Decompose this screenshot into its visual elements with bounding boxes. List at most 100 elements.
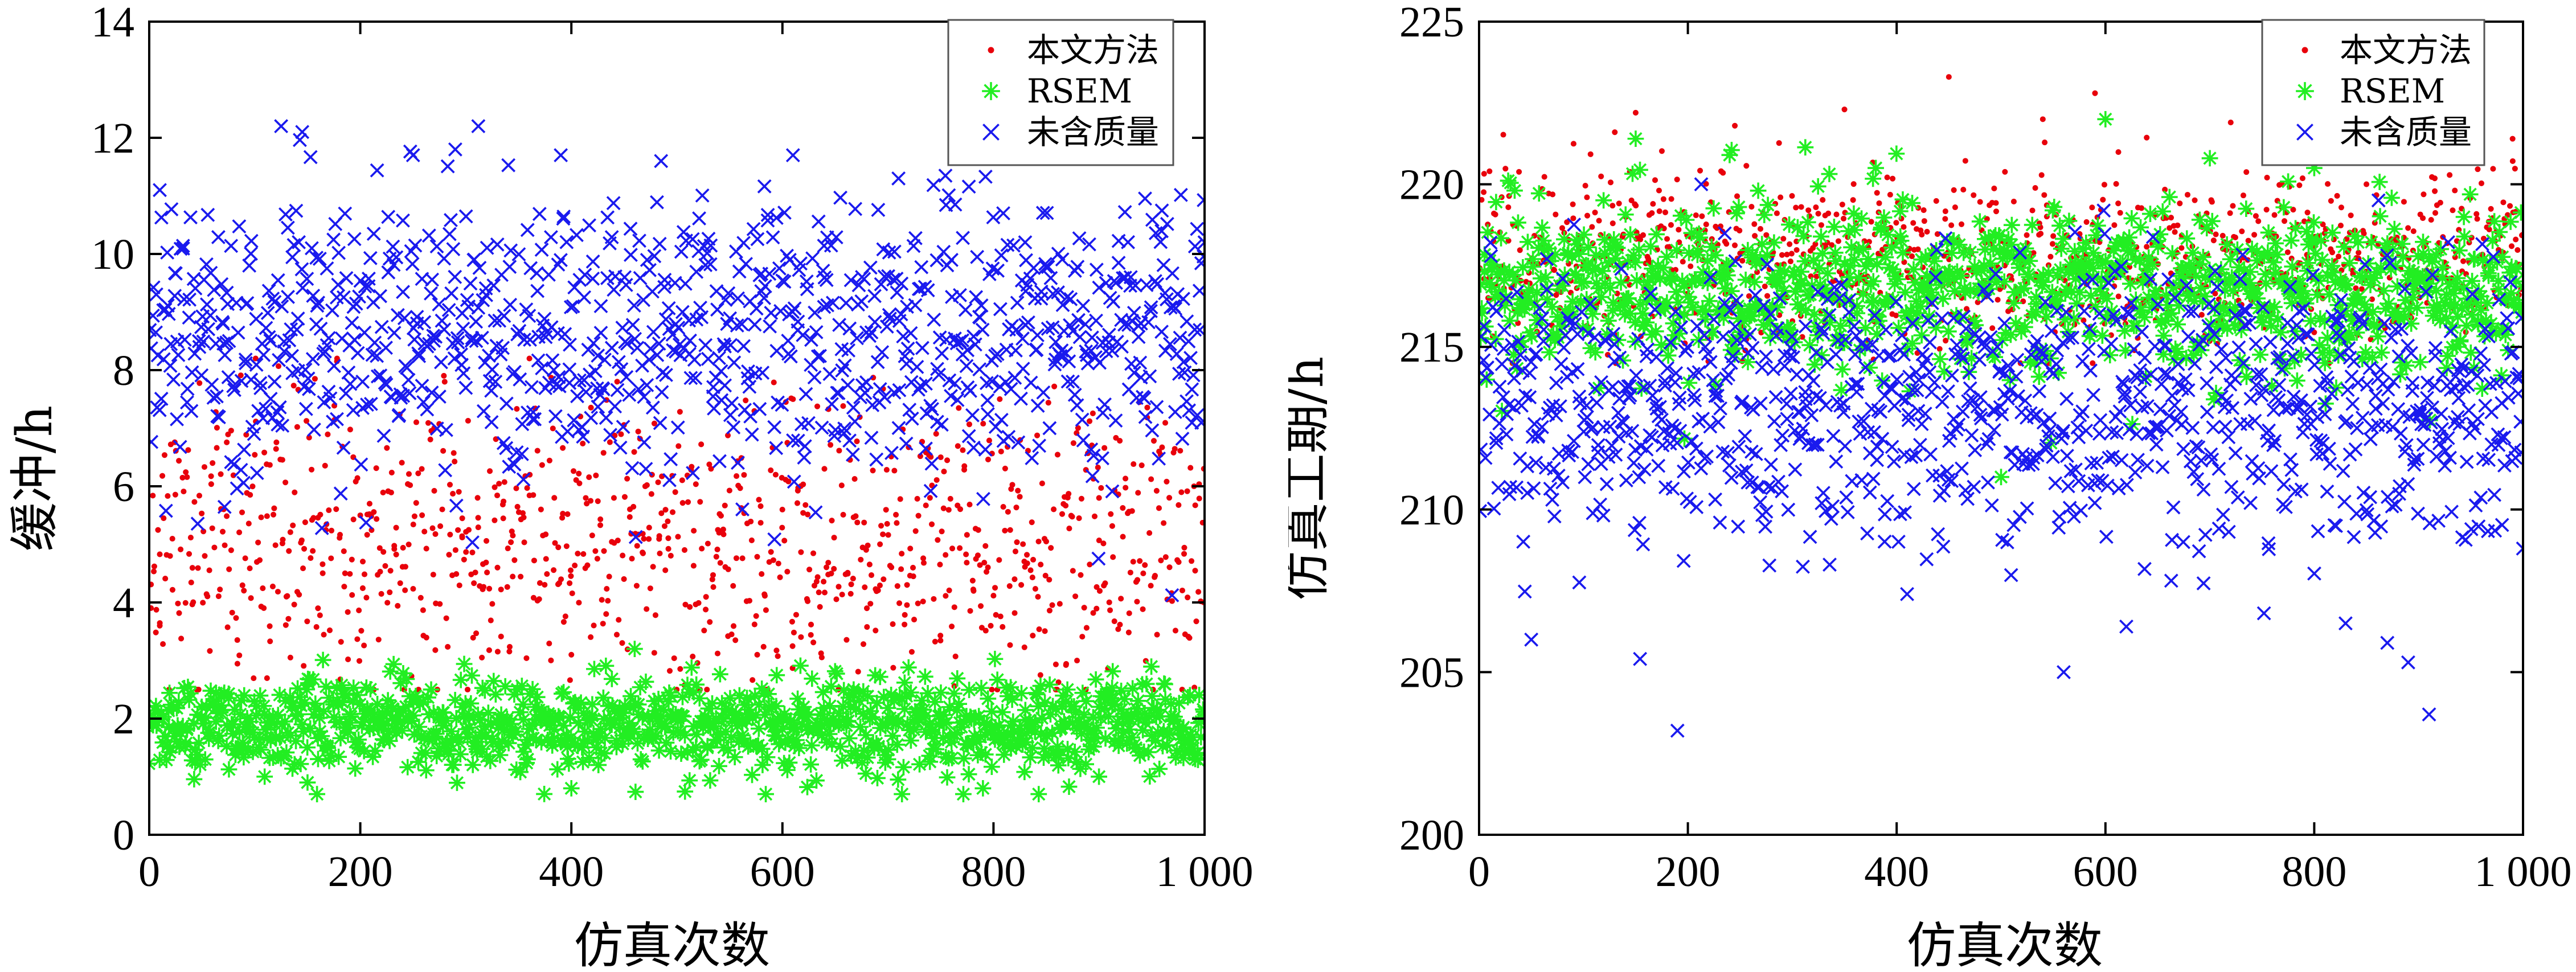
point-rsem — [687, 739, 705, 756]
point-rsem — [803, 737, 820, 754]
point-rsem — [2178, 230, 2196, 247]
point-rsem — [1917, 248, 1934, 265]
point-ours — [2410, 228, 2417, 235]
point-ours — [341, 548, 347, 555]
point-ours — [196, 380, 203, 386]
point-no-quality — [566, 299, 580, 314]
point-rsem — [1005, 713, 1022, 730]
point-no-quality — [1197, 235, 1205, 250]
point-ours — [883, 507, 889, 513]
point-ours — [2042, 140, 2048, 146]
point-no-quality — [317, 395, 331, 409]
point-rsem — [938, 714, 955, 731]
point-ours — [432, 647, 439, 653]
point-no-quality — [249, 358, 264, 372]
point-ours — [1024, 560, 1030, 567]
point-rsem — [187, 741, 203, 758]
point-no-quality — [449, 498, 464, 513]
point-no-quality — [381, 265, 396, 280]
point-rsem — [271, 729, 288, 746]
point-rsem — [2083, 323, 2100, 341]
point-rsem — [2160, 306, 2177, 323]
point-rsem — [1488, 194, 1505, 211]
point-no-quality — [279, 207, 293, 222]
point-rsem — [468, 733, 485, 750]
point-ours — [300, 565, 306, 572]
point-ours — [255, 539, 261, 546]
point-rsem — [1579, 321, 1596, 337]
point-rsem — [2284, 258, 2301, 275]
point-ours — [267, 623, 273, 629]
point-rsem — [1865, 170, 1882, 187]
point-ours — [665, 535, 671, 542]
point-ours — [1125, 629, 1132, 635]
point-rsem — [1627, 314, 1644, 331]
point-rsem — [1580, 239, 1597, 256]
point-ours — [2513, 236, 2519, 243]
point-rsem — [1493, 229, 1509, 247]
point-ours — [710, 572, 716, 578]
point-rsem — [799, 778, 816, 795]
point-ours — [939, 528, 945, 535]
point-no-quality — [535, 361, 550, 376]
point-no-quality — [160, 245, 175, 260]
point-rsem — [284, 760, 301, 777]
point-ours — [1942, 208, 1948, 215]
point-ours — [751, 621, 757, 628]
point-rsem — [527, 732, 544, 749]
point-no-quality — [864, 430, 879, 445]
point-ours — [349, 556, 355, 563]
point-ours — [568, 651, 575, 658]
point-ours — [606, 573, 612, 580]
point-rsem — [662, 687, 679, 704]
point-no-quality — [1041, 321, 1055, 336]
point-rsem — [1016, 764, 1033, 781]
point-ours — [793, 612, 799, 618]
point-ours — [716, 530, 722, 536]
point-no-quality — [842, 321, 857, 336]
point-ours — [441, 372, 447, 379]
point-rsem — [1998, 246, 2016, 263]
point-ours — [2219, 232, 2226, 239]
point-rsem — [1086, 729, 1103, 746]
legend-label-ours: 本文方法 — [1027, 31, 1159, 69]
point-rsem — [362, 704, 379, 721]
point-ours — [1699, 213, 1705, 219]
point-ours — [1042, 628, 1048, 634]
point-rsem — [2182, 260, 2200, 276]
point-no-quality — [919, 376, 933, 391]
point-no-quality — [484, 415, 499, 429]
point-ours — [1123, 475, 1129, 482]
point-ours — [286, 548, 292, 554]
point-rsem — [1655, 259, 1672, 276]
point-rsem — [1715, 309, 1732, 326]
point-ours — [2509, 136, 2516, 142]
point-ours — [2401, 199, 2407, 205]
point-ours — [1102, 580, 1108, 587]
point-rsem — [2268, 246, 2286, 263]
point-ours — [364, 532, 370, 538]
point-ours — [1048, 545, 1054, 551]
point-ours — [1764, 293, 1771, 299]
point-ours — [1910, 220, 1916, 226]
point-ours — [1958, 221, 1965, 227]
point-no-quality — [488, 313, 502, 328]
point-no-quality — [1133, 355, 1148, 370]
point-ours — [966, 502, 973, 508]
point-ours — [550, 425, 556, 432]
point-ours — [1868, 219, 1874, 225]
point-rsem — [449, 774, 465, 791]
point-ours — [599, 597, 605, 603]
point-ours — [1140, 606, 1146, 612]
point-rsem — [1039, 728, 1056, 745]
point-ours — [1178, 489, 1185, 495]
point-rsem — [1587, 344, 1604, 361]
point-ours — [629, 556, 635, 562]
point-ours — [1946, 74, 1952, 80]
point-rsem — [967, 709, 984, 726]
point-rsem — [1908, 314, 1924, 331]
point-ours — [2177, 200, 2183, 207]
point-ours — [845, 571, 851, 577]
point-no-quality — [441, 302, 456, 317]
point-no-quality — [331, 277, 346, 292]
